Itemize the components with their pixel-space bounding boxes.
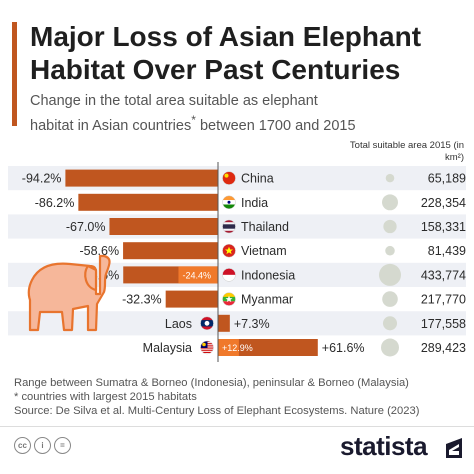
- country-label: India: [241, 196, 268, 210]
- bar-vietnam: [123, 242, 218, 260]
- country-label: Thailand: [241, 220, 289, 234]
- area-bubble: [379, 263, 401, 286]
- area-label: 65,189: [428, 172, 466, 186]
- elephant-icon: [27, 254, 111, 332]
- area-bubble: [382, 316, 398, 331]
- habitat-chart: -94.2% China 65,189 -86.2% India 228,354 -67.0…: [8, 162, 466, 362]
- area-bubble: [382, 194, 398, 211]
- sub-bar-malaysia: [218, 339, 239, 356]
- malaysia-flag-icon: [200, 340, 214, 355]
- statista-logo[interactable]: statista: [340, 431, 428, 461]
- laos-flag-icon: [200, 316, 214, 331]
- area-bubble: [383, 219, 397, 234]
- value-label: -67.0%: [66, 220, 106, 234]
- cc-icon: cc: [14, 437, 31, 454]
- chart-title: Major Loss of Asian Elephant Habitat Ove…: [30, 21, 422, 85]
- value-label: -58.6%: [79, 244, 119, 258]
- source-text: Source: De Silva et al. Multi-Century Lo…: [14, 405, 420, 417]
- sub-bar-label: -24.4%: [182, 270, 211, 280]
- area-bubble: [385, 245, 395, 256]
- subtitle-text: Change in the total area suitable as ele…: [30, 93, 318, 134]
- value-label: +61.6%: [322, 341, 365, 355]
- equals-icon: =: [54, 437, 71, 454]
- country-label: Myanmar: [241, 293, 293, 307]
- area-bubble: [385, 173, 395, 183]
- value-label: -32.3%: [122, 293, 162, 307]
- country-label: China: [241, 172, 274, 186]
- sub-bar-indonesia: [178, 266, 218, 284]
- sub-bar-label: +12.9%: [222, 343, 253, 353]
- indonesia-flag-icon: [222, 268, 236, 282]
- area-bubble: [381, 338, 399, 357]
- info-icon: i: [34, 437, 51, 454]
- china-flag-icon: [222, 171, 236, 185]
- india-flag-icon: [222, 195, 236, 210]
- bar-thailand: [109, 218, 218, 235]
- area-bubble: [382, 291, 398, 307]
- bar-china: [65, 169, 218, 187]
- note-range: Range between Sumatra & Borneo (Indonesi…: [14, 377, 409, 389]
- area-label: 228,354: [421, 196, 466, 210]
- bar-malaysia: [218, 339, 318, 356]
- bar-laos: [218, 314, 230, 332]
- subtitle-text-end: between 1700 and 2015: [195, 117, 356, 134]
- chart-subtitle: Change in the total area suitable as ele…: [30, 92, 360, 136]
- area-column-header: Total suitable area 2015 (in km²): [349, 140, 464, 163]
- area-label: 158,331: [421, 220, 466, 234]
- area-label: 81,439: [428, 244, 466, 258]
- area-label: 289,423: [421, 341, 466, 355]
- value-label: +7.3%: [234, 317, 270, 331]
- area-label: 433,774: [421, 268, 466, 282]
- note-asterisk: * countries with largest 2015 habitats: [14, 391, 197, 403]
- chart-notes: Range between Sumatra & Borneo (Indonesi…: [14, 376, 464, 418]
- country-label: Laos: [165, 317, 192, 331]
- bar-india: [78, 193, 218, 211]
- country-label: Vietnam: [241, 244, 287, 258]
- title-accent-bar: [12, 22, 17, 126]
- statista-logo-mark: [446, 438, 462, 458]
- subtitle-asterisk: *: [191, 113, 196, 127]
- value-label: -94.2%: [22, 172, 62, 186]
- country-label: Malaysia: [143, 341, 192, 355]
- thailand-flag-icon: [222, 219, 236, 234]
- area-label: 177,558: [421, 317, 466, 331]
- country-label: Indonesia: [241, 268, 295, 282]
- value-label: -86.2%: [35, 196, 75, 210]
- myanmar-flag-icon: [222, 292, 236, 306]
- footer-divider: [0, 426, 474, 427]
- license-icons[interactable]: cc i =: [14, 437, 71, 454]
- bar-myanmar: [165, 290, 218, 308]
- area-label: 217,770: [421, 293, 466, 307]
- vietnam-flag-icon: [222, 243, 236, 258]
